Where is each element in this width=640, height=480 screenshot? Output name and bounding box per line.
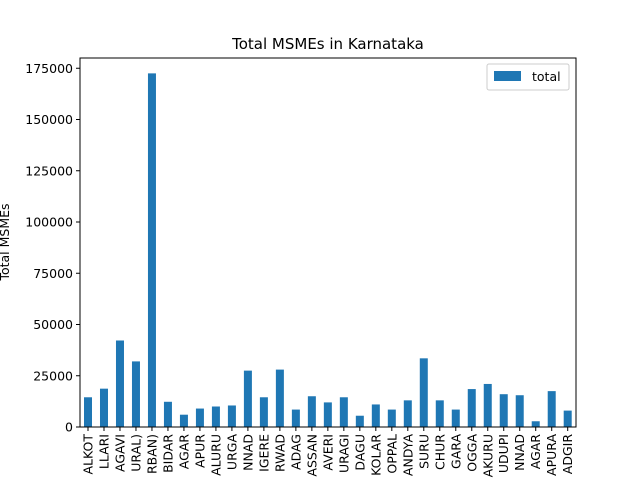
bar — [131, 361, 140, 427]
bar — [291, 409, 300, 427]
x-tick-label: ALURU — [208, 434, 223, 476]
legend: total — [486, 63, 570, 91]
bar — [419, 358, 428, 427]
y-tick-label: 25000 — [33, 368, 73, 383]
bar — [403, 400, 412, 427]
bar — [99, 388, 108, 427]
legend-box — [486, 63, 570, 91]
x-tick-label: AGAVI — [112, 434, 127, 472]
x-tick-label: URGA — [224, 434, 239, 471]
x-tick-label: URAL) — [128, 434, 143, 472]
x-tick-label: ANDYA — [400, 434, 415, 477]
x-tick-label: AKURU — [480, 434, 495, 477]
bar — [275, 369, 284, 427]
bar — [467, 389, 476, 427]
x-tick-label: ALKOT — [81, 434, 96, 475]
x-tick-label: UDUPI — [496, 434, 511, 473]
y-tick-label: 75000 — [33, 266, 73, 281]
x-tick-label: AGAR — [528, 434, 543, 470]
x-tick-label: ASSAN — [304, 434, 319, 477]
x-tick-label: KOLAR — [368, 434, 383, 476]
legend-swatch — [494, 71, 521, 81]
y-tick-label: 175000 — [25, 61, 73, 76]
bar — [115, 340, 124, 427]
legend-label-total: total — [532, 69, 561, 84]
bar — [563, 410, 572, 427]
bar — [307, 396, 316, 427]
x-tick-label: ADAG — [288, 434, 303, 470]
bars — [84, 73, 572, 427]
bar — [163, 401, 172, 427]
x-tick-label: GARA — [448, 434, 463, 469]
x-tick-label: OPPAL — [384, 434, 399, 474]
bar — [259, 397, 268, 427]
x-tick-label: APUR — [192, 434, 207, 468]
y-tick-label: 50000 — [33, 317, 73, 332]
x-axis-ticks: ALKOT LLARI AGAVI URAL) RBAN) BIDAR AGAR APUR AL… — [81, 427, 575, 477]
bar — [195, 408, 204, 427]
bar — [179, 414, 188, 427]
bar — [499, 394, 508, 427]
bar — [371, 404, 380, 427]
bar — [515, 395, 524, 427]
bar — [243, 370, 252, 427]
y-axis-ticks: 0 25000 50000 75000 100000 125000 150000 175000 — [25, 61, 80, 435]
x-tick-label: URAGI — [336, 434, 351, 473]
x-tick-label: BIDAR — [160, 434, 175, 473]
plot-frame — [79, 57, 577, 428]
x-tick-label: AVERI — [320, 434, 335, 471]
bar — [147, 73, 156, 427]
bar — [435, 400, 444, 427]
x-tick-label: RWAD — [272, 434, 287, 472]
x-tick-label: NNAD — [240, 434, 255, 471]
bar — [451, 409, 460, 427]
x-tick-label: APURA — [544, 434, 559, 476]
x-tick-label: CHUR — [432, 434, 447, 470]
bar — [339, 397, 348, 427]
x-tick-label: AGAR — [176, 434, 191, 470]
bar — [323, 402, 332, 427]
y-tick-label: 0 — [65, 420, 73, 435]
bar — [387, 409, 396, 427]
bar — [227, 405, 236, 427]
x-tick-label: IGERE — [256, 434, 271, 472]
y-axis-label: Total MSMEs — [0, 203, 12, 281]
x-tick-label: SURU — [416, 434, 431, 469]
y-tick-label: 125000 — [25, 163, 73, 178]
bar — [531, 421, 540, 427]
bar — [483, 383, 492, 427]
bar — [547, 391, 556, 427]
bar — [211, 406, 220, 427]
bar — [355, 415, 364, 427]
chart-title: Total MSMEs in Karnataka — [231, 35, 424, 53]
x-tick-label: DAGU — [352, 434, 367, 471]
y-tick-label: 100000 — [25, 215, 73, 230]
x-tick-label: OGGA — [464, 434, 479, 472]
x-tick-label: RBAN) — [144, 434, 159, 474]
y-tick-label: 150000 — [25, 112, 73, 127]
x-tick-label: LLARI — [96, 434, 111, 469]
x-tick-label: NNAD — [512, 434, 527, 471]
bar — [84, 397, 92, 427]
x-tick-label: ADGIR — [560, 434, 575, 475]
